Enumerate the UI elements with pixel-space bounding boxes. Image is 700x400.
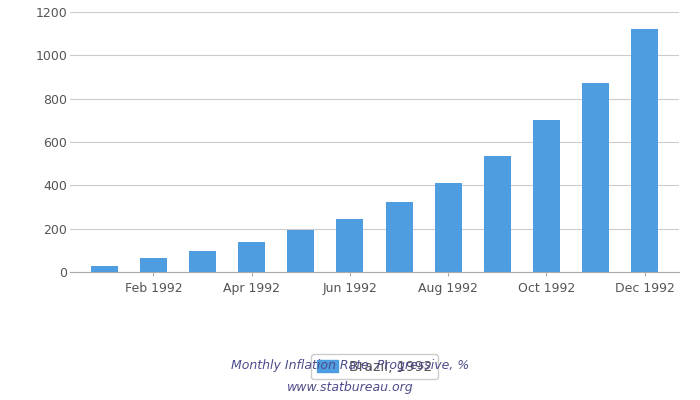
Bar	[337, 219, 363, 272]
Bar	[287, 230, 314, 272]
Bar	[238, 242, 265, 272]
Bar	[484, 156, 511, 272]
Bar	[533, 120, 560, 272]
Bar	[386, 202, 412, 272]
Bar	[435, 182, 462, 272]
Bar	[189, 251, 216, 272]
Text: www.statbureau.org: www.statbureau.org	[287, 382, 413, 394]
Bar	[140, 258, 167, 272]
Bar	[582, 83, 609, 272]
Bar	[631, 29, 658, 272]
Bar	[91, 266, 118, 272]
Text: Monthly Inflation Rate, Progressive, %: Monthly Inflation Rate, Progressive, %	[231, 360, 469, 372]
Legend: Brazil, 1992: Brazil, 1992	[312, 354, 438, 380]
